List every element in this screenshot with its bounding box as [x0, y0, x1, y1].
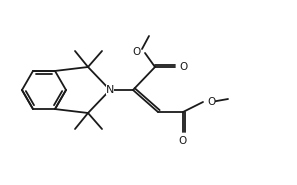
Text: O: O — [133, 47, 141, 57]
Text: O: O — [207, 97, 215, 107]
Text: O: O — [179, 62, 187, 72]
Text: O: O — [179, 136, 187, 146]
Text: N: N — [106, 85, 114, 95]
